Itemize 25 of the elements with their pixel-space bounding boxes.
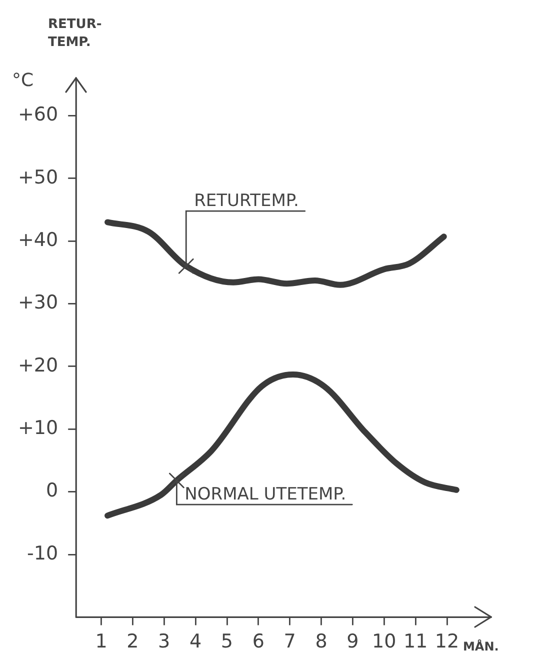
x-tick-label: 7 [284,630,296,653]
x-tick-label: 10 [372,630,396,653]
chart-title: RETUR- TEMP. [48,17,102,50]
x-tick-label: 6 [252,630,264,653]
x-tick-label: 1 [95,630,108,653]
x-tick-label: 5 [220,630,234,653]
x-tick-label: 9 [346,630,359,653]
x-tick-label: 4 [189,630,202,653]
y-tick-label: -10 [27,542,58,564]
y-tick-label: +20 [18,354,58,376]
x-tick-label: 8 [315,630,328,653]
x-tick-label: 12 [434,630,460,653]
y-tick-label: +10 [18,417,58,440]
annotation: RETURTEMP. [194,191,299,212]
x-tick-label: 11 [403,630,428,653]
x-tick-label: 3 [158,630,170,653]
y-tick-label: 0 [46,480,58,502]
y-tick-label: +60 [18,104,58,126]
x-tick-label: 2 [126,630,139,653]
y-tick-label: +30 [18,292,58,314]
y-axis-title: °C [12,70,34,91]
x-axis-title: MÅN. [462,638,499,654]
annotation: NORMAL UTETEMP. [184,484,346,505]
y-tick-label: +50 [18,166,58,188]
y-tick-label: +40 [18,228,58,251]
